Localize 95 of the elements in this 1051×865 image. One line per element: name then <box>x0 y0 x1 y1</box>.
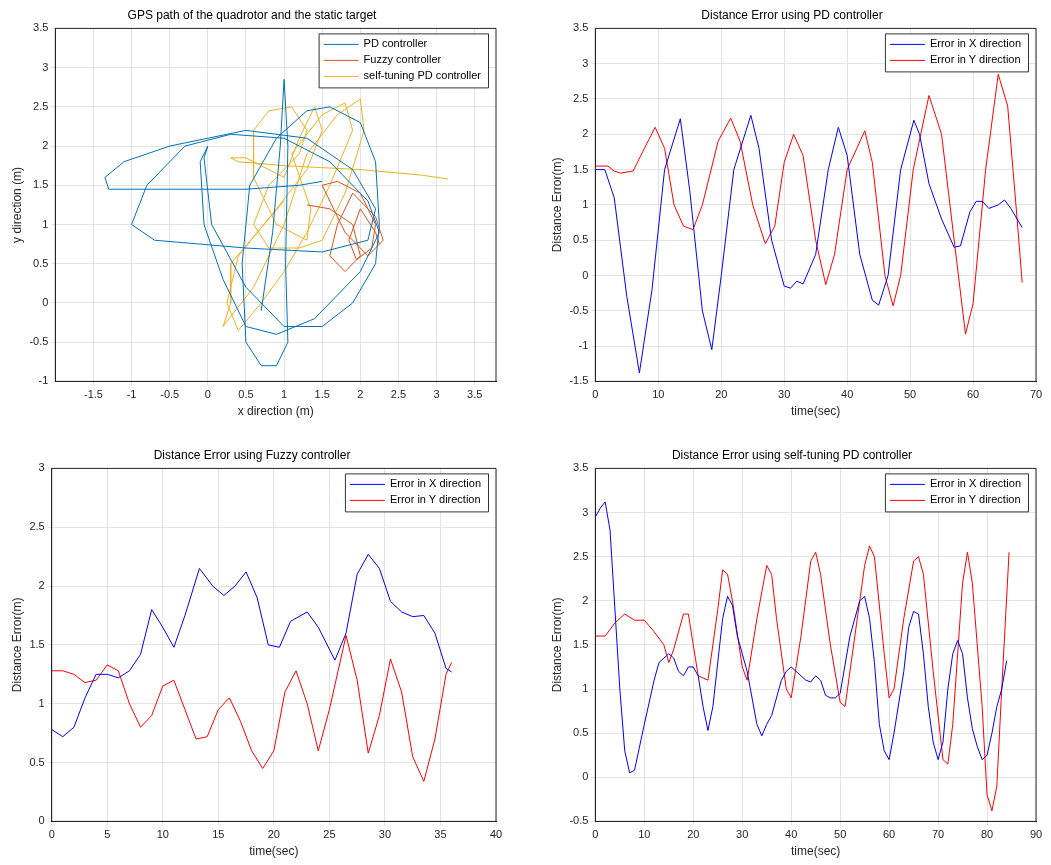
y-tick-label: 3.5 <box>33 21 49 34</box>
x-tick-label: 35 <box>434 828 447 841</box>
x-tick-label: 0 <box>592 828 599 841</box>
x-tick-label: 50 <box>903 388 917 401</box>
y-tick-label: 2.5 <box>573 549 589 562</box>
x-tick-label: 30 <box>736 828 749 841</box>
x-tick-label: -0.5 <box>160 388 180 401</box>
y-tick-label: 1 <box>38 696 45 709</box>
y-tick-label: 0 <box>38 814 45 827</box>
x-tick-label: 40 <box>841 388 854 401</box>
y-tick-label: 2 <box>42 139 49 152</box>
x-tick-label: 1.5 <box>314 388 330 401</box>
y-tick-label: 3 <box>582 505 589 518</box>
legend-label: Fuzzy controller <box>363 53 442 66</box>
y-tick-label: 1 <box>42 217 49 230</box>
chart-title: Distance Error using Fuzzy controller <box>153 447 351 462</box>
y-tick-label: 1 <box>582 197 589 210</box>
y-tick-label: 0 <box>582 770 589 783</box>
y-tick-label: 1.5 <box>33 178 49 191</box>
y-tick-label: 3 <box>42 60 49 73</box>
y-tick-label: 0 <box>582 268 589 281</box>
y-tick-label: -1.5 <box>569 374 589 387</box>
y-tick-label: 1 <box>582 682 589 695</box>
x-tick-label: 5 <box>104 828 111 841</box>
x-tick-label: 20 <box>687 828 700 841</box>
x-tick-label: 30 <box>378 828 392 841</box>
y-axis-title: Distance Error(m) <box>9 597 24 693</box>
y-tick-label: 3.5 <box>573 461 589 474</box>
x-tick-label: 70 <box>1029 388 1043 401</box>
x-tick-label: 80 <box>980 828 994 841</box>
x-tick-label: 1 <box>281 388 288 401</box>
x-tick-label: 0.5 <box>238 388 254 401</box>
legend-label: Error in Y direction <box>389 493 481 506</box>
x-axis-title: x direction (m) <box>237 404 314 419</box>
y-tick-label: 3.5 <box>573 21 589 34</box>
x-tick-label: 20 <box>715 388 728 401</box>
y-tick-label: 2 <box>582 127 589 140</box>
y-tick-label: 2.5 <box>29 520 45 533</box>
x-tick-label: 3 <box>433 388 440 401</box>
x-tick-label: 3.5 <box>467 388 483 401</box>
x-tick-label: 10 <box>652 388 665 401</box>
x-tick-label: 90 <box>1029 828 1043 841</box>
x-tick-label: 10 <box>638 828 651 841</box>
y-tick-label: -0.5 <box>29 335 49 348</box>
y-tick-label: 0 <box>42 295 49 308</box>
x-tick-label: 0 <box>592 388 599 401</box>
chart-title: Distance Error using PD controller <box>701 7 883 22</box>
x-tick-label: 2.5 <box>390 388 407 401</box>
x-tick-label: -1 <box>126 388 137 401</box>
x-tick-label: 15 <box>212 828 225 841</box>
y-tick-label: 0.5 <box>573 726 589 739</box>
y-tick-label: 2.5 <box>33 99 49 112</box>
y-tick-label: 1.5 <box>29 637 45 650</box>
x-axis-title: time(sec) <box>249 844 299 859</box>
x-tick-label: 10 <box>156 828 169 841</box>
x-tick-label: 60 <box>966 388 980 401</box>
legend-label: Error in X direction <box>929 37 1022 50</box>
y-axis-title: y direction (m) <box>9 166 24 243</box>
y-axis-title: Distance Error(m) <box>549 157 564 253</box>
y-tick-label: -0.5 <box>569 814 589 827</box>
x-tick-label: 50 <box>834 828 847 841</box>
chart-title: Distance Error using self-tuning PD controller <box>671 447 913 462</box>
y-tick-label: 0.5 <box>33 256 49 269</box>
x-tick-label: 70 <box>931 828 945 841</box>
y-tick-label: -1 <box>578 339 589 352</box>
x-tick-label: 40 <box>489 828 503 841</box>
legend-label: Error in X direction <box>389 477 482 490</box>
x-axis-title: time(sec) <box>791 404 841 419</box>
y-tick-label: 0.5 <box>29 755 45 768</box>
x-tick-label: 30 <box>778 388 791 401</box>
y-tick-label: -1 <box>38 374 49 387</box>
y-tick-label: 2 <box>38 579 45 592</box>
y-tick-label: 3 <box>582 56 589 69</box>
legend-label: Error in X direction <box>929 477 1022 490</box>
x-tick-label: 20 <box>267 828 280 841</box>
y-tick-label: 3 <box>38 461 45 474</box>
x-tick-label: 2 <box>357 388 364 401</box>
chart-title: GPS path of the quadrotor and the static target <box>127 7 378 22</box>
y-axis-title: Distance Error(m) <box>549 597 564 693</box>
y-tick-label: 1.5 <box>573 637 589 650</box>
legend-label: Error in Y direction <box>929 493 1021 506</box>
x-tick-label: 25 <box>323 828 336 841</box>
legend-label: Error in Y direction <box>929 53 1021 66</box>
legend-label: PD controller <box>363 37 428 50</box>
x-tick-label: 0 <box>204 388 211 401</box>
x-tick-label: -1.5 <box>83 388 103 401</box>
y-tick-label: -0.5 <box>569 303 589 316</box>
y-tick-label: 0.5 <box>573 233 589 246</box>
y-tick-label: 2 <box>582 593 589 606</box>
y-tick-label: 2.5 <box>573 92 589 105</box>
x-tick-label: 60 <box>882 828 896 841</box>
legend-label: self-tuning PD controller <box>363 69 482 82</box>
y-tick-label: 1.5 <box>573 162 589 175</box>
x-tick-label: 40 <box>785 828 798 841</box>
x-axis-title: time(sec) <box>791 844 841 859</box>
